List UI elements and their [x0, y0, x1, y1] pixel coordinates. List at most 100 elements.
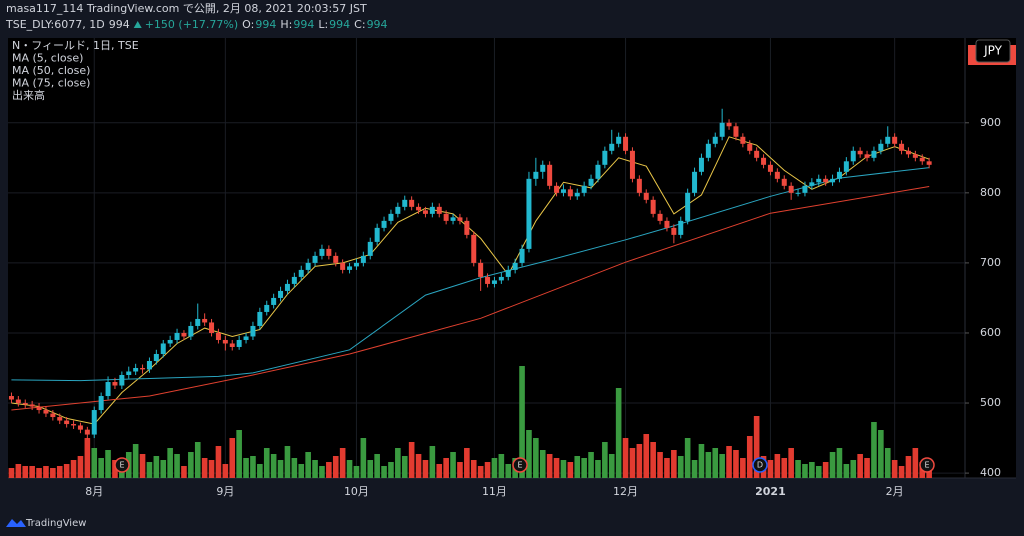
- volume-bar: [360, 438, 367, 478]
- candle-body: [685, 192, 691, 221]
- volume-bar: [63, 464, 70, 478]
- candle-body: [830, 178, 836, 183]
- candle-body: [616, 136, 622, 144]
- candle-body: [478, 262, 484, 277]
- volume-bar: [8, 468, 15, 478]
- volume-bar: [353, 466, 360, 478]
- candle-body: [595, 164, 601, 179]
- candle-body: [229, 343, 235, 347]
- candle-body: [98, 396, 104, 411]
- volume-bar: [671, 450, 677, 478]
- volume-bar: [574, 456, 581, 478]
- candle-body: [333, 255, 339, 263]
- volume-bar: [871, 422, 877, 478]
- candle-body: [678, 220, 684, 235]
- volume-bar: [243, 458, 249, 478]
- x-tick-label: 8月: [85, 485, 103, 498]
- candle-body: [505, 269, 511, 277]
- event-label: E: [924, 461, 929, 470]
- y-tick-label: 700: [980, 256, 1001, 269]
- candle-body: [347, 266, 353, 270]
- volume-bar: [201, 458, 208, 478]
- event-marker: [512, 457, 528, 473]
- candle-body: [146, 360, 152, 370]
- volume-bar: [381, 466, 387, 478]
- y-tick-label: 600: [980, 326, 1001, 339]
- candle-body: [381, 220, 387, 228]
- candle-body: [761, 157, 767, 165]
- candle-body: [498, 276, 504, 281]
- candle-body: [857, 150, 863, 155]
- volume-bar: [539, 450, 546, 478]
- candle-body: [222, 339, 228, 344]
- x-tick-label: 2月: [886, 485, 904, 498]
- volume-bar: [926, 468, 932, 478]
- volume-bar: [312, 460, 318, 478]
- candle-body: [271, 297, 277, 305]
- volume-bar: [705, 452, 712, 478]
- volume-bar: [332, 456, 339, 478]
- y-tick-label: 500: [980, 396, 1001, 409]
- currency-badge[interactable]: [975, 39, 1011, 63]
- candle-body: [899, 143, 905, 151]
- volume-bar: [346, 460, 353, 478]
- candle-body: [526, 178, 532, 249]
- candle-body: [643, 192, 649, 200]
- volume-bar: [305, 452, 311, 478]
- candle-body: [554, 185, 560, 193]
- volume-bar: [395, 448, 401, 478]
- volume-bar: [526, 430, 532, 478]
- candle-body: [91, 410, 97, 435]
- volume-bar: [498, 454, 505, 478]
- ohlc-label: C:: [354, 18, 365, 31]
- candle-body: [181, 332, 187, 337]
- symbol: TSE_DLY:6077, 1D: [5, 18, 105, 31]
- ohlc-value: 994: [293, 18, 314, 31]
- candle-body: [629, 150, 635, 179]
- volume-bar: [629, 448, 636, 478]
- volume-bar: [284, 446, 291, 478]
- candle-body: [243, 336, 249, 340]
- volume-bar: [553, 458, 560, 478]
- candle-body: [485, 276, 491, 284]
- quote-line: TSE_DLY:6077, 1D 994 +150 (+17.77%) O: 994 H:…: [5, 18, 388, 31]
- volume-bar: [774, 454, 781, 478]
- candle-body: [809, 182, 815, 186]
- candle-body: [250, 325, 256, 337]
- candle-body: [664, 220, 670, 228]
- change: +150 (+17.77%): [145, 18, 238, 31]
- volume-bar: [160, 460, 167, 478]
- volume-bar: [795, 460, 801, 478]
- volume-bar: [443, 458, 449, 478]
- candle-body: [767, 164, 773, 172]
- candle-body: [774, 171, 780, 179]
- volume-bar: [622, 438, 629, 478]
- volume-bar: [194, 442, 201, 478]
- candle-body: [471, 234, 477, 263]
- candle-body: [712, 136, 718, 144]
- volume-bar: [153, 456, 160, 478]
- candle-body: [298, 269, 304, 277]
- volume-bar: [291, 458, 298, 478]
- volume-bar: [588, 452, 594, 478]
- ohlc-label: H:: [280, 18, 292, 31]
- candle-body: [705, 143, 711, 158]
- volume-bar: [408, 442, 415, 478]
- volume-bar: [139, 454, 146, 478]
- candle-body: [174, 332, 180, 340]
- volume-bar: [77, 456, 84, 478]
- candle-body: [209, 322, 215, 333]
- volume-bar: [429, 446, 436, 478]
- candle-body: [160, 343, 166, 354]
- volume-bar: [15, 464, 22, 478]
- volume-bar: [864, 458, 870, 478]
- candle-body: [278, 290, 284, 298]
- volume-bar: [850, 460, 857, 478]
- volume-bar: [643, 434, 650, 478]
- volume-bar: [505, 464, 512, 478]
- candle-body: [905, 150, 911, 155]
- volume-bar: [608, 454, 615, 478]
- candle-body: [374, 227, 380, 242]
- volume-bar: [98, 458, 104, 478]
- volume-bar: [781, 458, 788, 478]
